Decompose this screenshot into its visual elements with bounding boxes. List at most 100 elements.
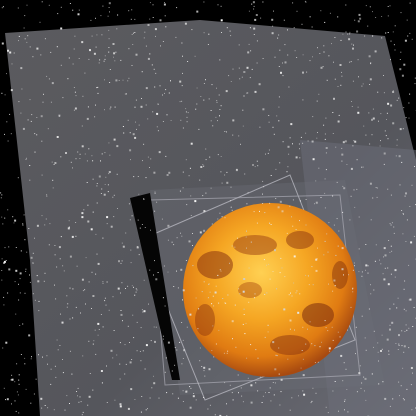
star-dot	[238, 288, 240, 290]
star-dot	[224, 302, 226, 304]
star-dot	[141, 224, 143, 225]
star-dot	[327, 330, 329, 332]
star-dot	[119, 342, 121, 344]
star-dot	[94, 116, 96, 118]
star-dot	[302, 374, 305, 377]
star-dot	[9, 113, 11, 115]
star-dot	[116, 173, 118, 175]
star-dot	[345, 368, 347, 370]
star-dot	[69, 255, 72, 258]
star-dot	[1, 270, 3, 271]
star-dot	[332, 339, 334, 341]
star-dot	[149, 53, 151, 55]
star-dot	[136, 246, 139, 249]
star-dot	[212, 295, 214, 297]
star-dot	[373, 289, 375, 291]
star-dot	[219, 59, 221, 61]
star-dot	[247, 192, 249, 194]
star-dot	[372, 35, 374, 37]
star-dot	[25, 158, 27, 160]
star-dot	[203, 397, 204, 398]
star-dot	[305, 199, 307, 200]
star-dot	[397, 349, 399, 350]
star-dot	[252, 164, 254, 166]
star-dot	[201, 291, 203, 293]
star-dot	[257, 357, 259, 359]
star-dot	[226, 181, 229, 184]
star-dot	[283, 19, 285, 21]
star-dot	[292, 143, 293, 145]
star-dot	[1, 92, 3, 94]
star-dot	[403, 63, 406, 66]
star-dot	[296, 57, 298, 58]
star-dot	[353, 140, 355, 142]
star-dot	[213, 356, 215, 358]
star-dot	[353, 262, 355, 264]
star-dot	[339, 64, 342, 66]
star-dot	[139, 227, 141, 229]
star-dot	[403, 308, 405, 310]
star-dot	[167, 271, 169, 273]
star-dot	[18, 299, 20, 301]
star-dot	[184, 22, 187, 25]
star-dot	[399, 395, 400, 397]
star-dot	[16, 391, 18, 393]
star-dot	[182, 339, 184, 341]
star-dot	[129, 361, 132, 364]
star-dot	[96, 87, 98, 89]
star-dot	[129, 219, 131, 221]
star-dot	[109, 154, 111, 156]
star-dot	[176, 270, 177, 272]
star-dot	[214, 291, 217, 294]
star-dot	[317, 47, 318, 49]
star-dot	[216, 101, 218, 103]
star-dot	[378, 360, 379, 362]
star-dot	[132, 314, 134, 316]
star-dot	[67, 227, 70, 230]
star-dot	[325, 169, 327, 171]
star-dot	[271, 32, 274, 35]
star-dot	[341, 268, 344, 271]
star-dot	[255, 349, 257, 351]
star-dot	[356, 188, 358, 190]
star-dot	[280, 71, 282, 74]
star-dot	[351, 106, 353, 107]
star-dot	[162, 297, 164, 299]
star-dot	[175, 36, 177, 38]
star-dot	[167, 239, 169, 241]
star-dot	[200, 166, 203, 168]
star-dot	[269, 387, 271, 389]
star-dot	[323, 45, 325, 47]
star-dot	[22, 224, 24, 226]
star-dot	[59, 258, 61, 260]
star-dot	[413, 307, 415, 308]
star-dot	[151, 387, 153, 389]
star-dot	[162, 121, 164, 122]
star-dot	[15, 410, 17, 412]
star-dot	[364, 35, 366, 37]
star-dot	[64, 409, 66, 411]
star-dot	[390, 245, 392, 247]
star-dot	[120, 292, 121, 294]
star-dot	[372, 11, 373, 13]
star-dot	[212, 325, 214, 327]
star-dot	[396, 144, 398, 146]
star-dot	[174, 347, 176, 348]
star-dot	[164, 2, 165, 3]
star-dot	[39, 21, 41, 23]
star-dot	[134, 294, 136, 296]
star-dot	[170, 80, 171, 82]
star-dot	[46, 194, 48, 196]
star-dot	[281, 267, 283, 269]
star-dot	[349, 33, 351, 35]
star-dot	[357, 106, 359, 108]
star-dot	[287, 54, 289, 56]
star-dot	[311, 343, 313, 345]
star-dot	[32, 252, 34, 254]
star-dot	[404, 331, 406, 332]
star-dot	[393, 44, 395, 46]
star-dot	[18, 283, 19, 285]
star-dot	[338, 230, 340, 232]
star-dot	[155, 72, 157, 74]
star-dot	[344, 409, 345, 411]
